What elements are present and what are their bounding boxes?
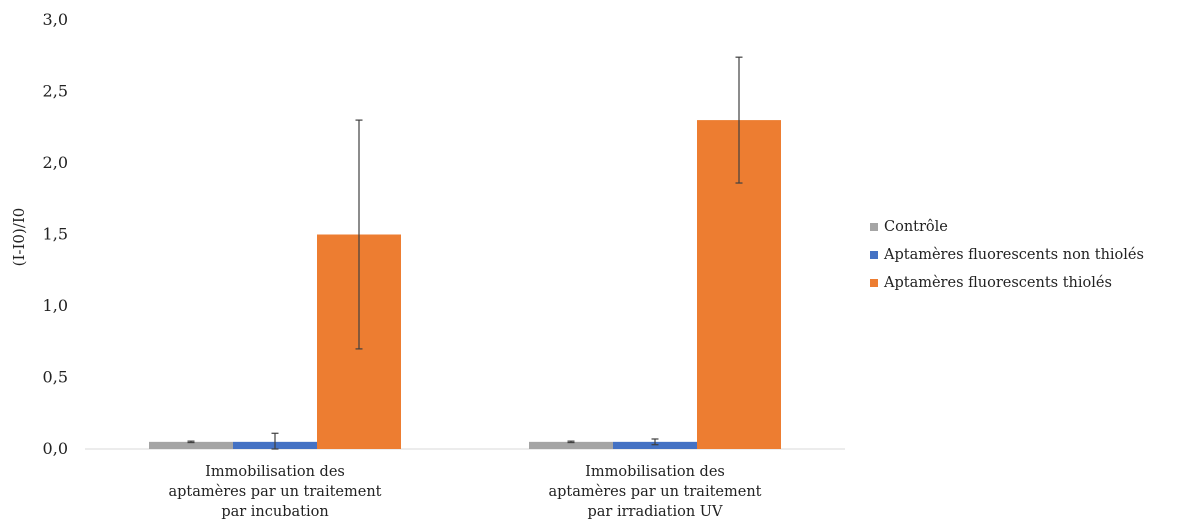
y-tick-label: 0,5 xyxy=(43,368,68,387)
error-bar xyxy=(567,440,575,444)
bar xyxy=(613,441,697,449)
x-category-label: Immobilisation des xyxy=(585,464,725,480)
error-bars xyxy=(187,56,743,450)
x-category-label: aptamères par un traitement xyxy=(549,484,762,500)
error-bar xyxy=(355,119,363,350)
error-bar xyxy=(187,440,195,444)
error-bar xyxy=(735,56,743,184)
y-tick-label: 1,5 xyxy=(43,225,68,244)
y-tick-label: 3,0 xyxy=(43,10,68,29)
legend-swatch xyxy=(870,279,878,287)
legend-label: Contrôle xyxy=(884,219,948,235)
x-category-label: Immobilisation des xyxy=(205,464,345,480)
error-bar xyxy=(651,438,659,446)
x-category-label: par irradiation UV xyxy=(587,504,723,520)
x-category-label: aptamères par un traitement xyxy=(169,484,382,500)
bar xyxy=(529,441,613,449)
y-tick-label: 0,0 xyxy=(43,439,68,458)
legend-label: Aptamères fluorescents thiolés xyxy=(883,275,1112,291)
category-labels: Immobilisation des aptamères par un trait… xyxy=(169,464,762,520)
legend-entry: Aptamères fluorescents non thiolés xyxy=(870,247,1144,263)
y-tick-label: 2,5 xyxy=(43,82,68,101)
bars xyxy=(149,120,781,449)
legend-entry: Contrôle xyxy=(870,219,948,235)
legend-swatch xyxy=(870,251,878,259)
bar xyxy=(149,441,233,449)
y-axis-ticks: 0,0 0,5 1,0 1,5 2,0 2,5 3,0 xyxy=(43,10,68,458)
error-bar xyxy=(271,432,279,450)
legend-swatch xyxy=(870,223,878,231)
x-category-label: par incubation xyxy=(221,504,328,520)
legend-entry: Aptamères fluorescents thiolés xyxy=(870,275,1112,291)
legend: Contrôle Aptamères fluorescents non thiol… xyxy=(870,219,1144,291)
y-axis-label: (I-I0)/I0 xyxy=(10,208,28,267)
y-tick-label: 2,0 xyxy=(43,153,68,172)
legend-label: Aptamères fluorescents non thiolés xyxy=(883,247,1144,263)
y-tick-label: 1,0 xyxy=(43,296,68,315)
